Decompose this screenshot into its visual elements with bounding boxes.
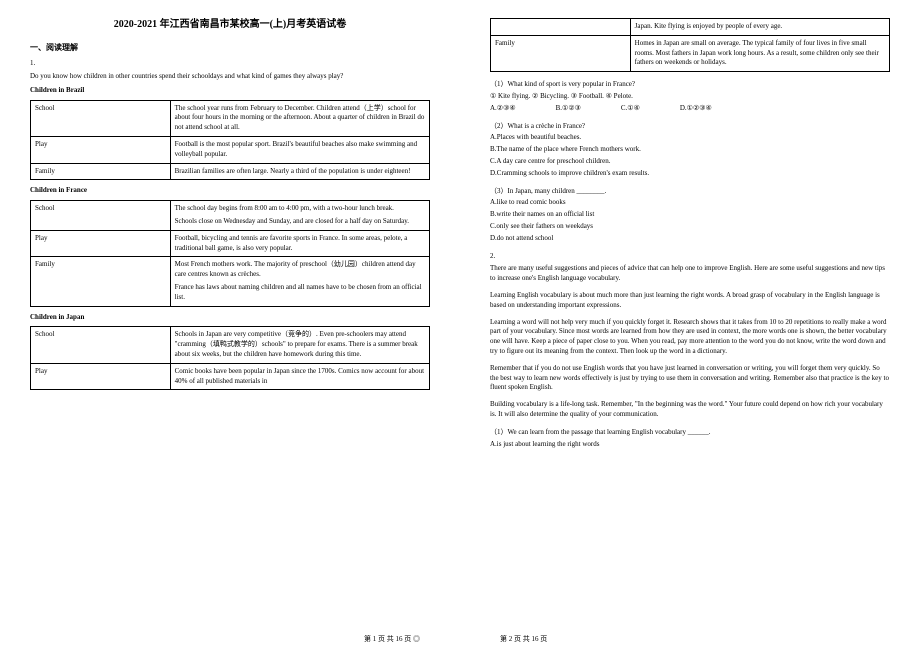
passage-para: Building vocabulary is a life-long task.…	[490, 400, 890, 420]
table-row: Play Football is the most popular sport.…	[31, 136, 430, 163]
exam-title: 2020-2021 年江西省南昌市某校高一(上)月考英语试卷	[30, 18, 430, 32]
row-label: School	[31, 100, 171, 136]
table-row: Play Football, bicycling and tennis are …	[31, 230, 430, 257]
row-content: Schools in Japan are very competitive（竞争…	[170, 327, 429, 363]
row-label: Family	[31, 257, 171, 306]
subq-stem: （2）What is a crèche in France?	[490, 122, 890, 132]
subq-opts: ① Kite flying. ② Bicycling. ③ Football. …	[490, 92, 890, 102]
question-number: 2.	[490, 252, 890, 262]
choice-d: D.Cramming schools to improve children's…	[490, 169, 890, 179]
page-right: Japan. Kite flying is enjoyed by people …	[460, 0, 920, 651]
row-content: Most French mothers work. The majority o…	[170, 257, 429, 306]
choice-a: A.is just about learning the right words	[490, 440, 890, 450]
passage-para: Learning English vocabulary is about muc…	[490, 291, 890, 311]
passage-2: There are many useful suggestions and pi…	[490, 264, 890, 419]
france-heading: Children in France	[30, 186, 430, 196]
row-content-p1: Most French mothers work. The majority o…	[175, 260, 425, 280]
japan-table-continued: Japan. Kite flying is enjoyed by people …	[490, 18, 890, 72]
table-row: Family Most French mothers work. The maj…	[31, 257, 430, 306]
france-table: School The school day begins from 8:00 a…	[30, 200, 430, 306]
sub-question-1: （1）What kind of sport is very popular in…	[490, 80, 890, 113]
page-footer-left: 第 1 页 共 16 页 ◎	[30, 635, 430, 645]
row-label: Family	[491, 35, 631, 71]
table-row: School The school year runs from Februar…	[31, 100, 430, 136]
brazil-table: School The school year runs from Februar…	[30, 100, 430, 181]
row-label: School	[31, 327, 171, 363]
table-row: Play Comic books have been popular in Ja…	[31, 363, 430, 390]
table-row: Family Brazilian families are often larg…	[31, 163, 430, 180]
row-content: Comic books have been popular in Japan s…	[170, 363, 429, 390]
row-content: Football, bicycling and tennis are favor…	[170, 230, 429, 257]
row-content-p2: Schools close on Wednesday and Sunday, a…	[175, 217, 425, 227]
subq-stem: （3）In Japan, many children ________.	[490, 187, 890, 197]
row-content-p1: The school day begins from 8:00 am to 4:…	[175, 204, 425, 214]
sub-question-4: （1）We can learn from the passage that le…	[490, 428, 890, 450]
japan-table: School Schools in Japan are very competi…	[30, 326, 430, 390]
question-number: 1.	[30, 59, 430, 69]
page-left: 2020-2021 年江西省南昌市某校高一(上)月考英语试卷 一、阅读理解 1.…	[0, 0, 460, 651]
question-prompt: Do you know how children in other countr…	[30, 72, 430, 82]
row-label: Play	[31, 230, 171, 257]
row-content: Brazilian families are often large. Near…	[170, 163, 429, 180]
sub-question-3: （3）In Japan, many children ________. A.l…	[490, 187, 890, 244]
sub-question-2: （2）What is a crèche in France? A.Places …	[490, 122, 890, 179]
choice-c: C.A day care centre for preschool childr…	[490, 157, 890, 167]
row-content: The school year runs from February to De…	[170, 100, 429, 136]
passage-para: Learning a word will not help very much …	[490, 318, 890, 357]
choice-b: B.The name of the place where French mot…	[490, 145, 890, 155]
passage-para: There are many useful suggestions and pi…	[490, 264, 890, 284]
row-label: School	[31, 201, 171, 231]
row-label: Play	[31, 363, 171, 390]
passage-para: Remember that if you do not use English …	[490, 364, 890, 393]
row-label: Play	[31, 136, 171, 163]
section-heading: 一、阅读理解	[30, 42, 430, 53]
row-label	[491, 19, 631, 36]
row-content-p2: France has laws about naming children an…	[175, 283, 425, 303]
row-content: The school day begins from 8:00 am to 4:…	[170, 201, 429, 231]
japan-heading: Children in Japan	[30, 313, 430, 323]
choice-d: D.do not attend school	[490, 234, 890, 244]
subq-stem: （1）What kind of sport is very popular in…	[490, 80, 890, 90]
table-row: School The school day begins from 8:00 a…	[31, 201, 430, 231]
choice-a: A.②③④	[490, 104, 516, 114]
choice-c: C.①④	[621, 104, 640, 114]
table-row: Japan. Kite flying is enjoyed by people …	[491, 19, 890, 36]
row-content: Japan. Kite flying is enjoyed by people …	[630, 19, 889, 36]
row-label: Family	[31, 163, 171, 180]
choice-a: A.Places with beautiful beaches.	[490, 133, 890, 143]
table-row: School Schools in Japan are very competi…	[31, 327, 430, 363]
choice-d: D.①②③④	[680, 104, 712, 114]
row-content: Homes in Japan are small on average. The…	[630, 35, 889, 71]
choice-c: C.only see their fathers on weekdays	[490, 222, 890, 232]
subq-stem: （1）We can learn from the passage that le…	[490, 428, 890, 438]
choice-a: A.like to read comic books	[490, 198, 890, 208]
table-row: Family Homes in Japan are small on avera…	[491, 35, 890, 71]
page-footer-right: 第 2 页 共 16 页	[490, 635, 890, 645]
choice-row: A.②③④ B.①②③ C.①④ D.①②③④	[490, 104, 890, 114]
choice-b: B.write their names on an official list	[490, 210, 890, 220]
choice-b: B.①②③	[556, 104, 581, 114]
brazil-heading: Children in Brazil	[30, 86, 430, 96]
row-content: Football is the most popular sport. Braz…	[170, 136, 429, 163]
